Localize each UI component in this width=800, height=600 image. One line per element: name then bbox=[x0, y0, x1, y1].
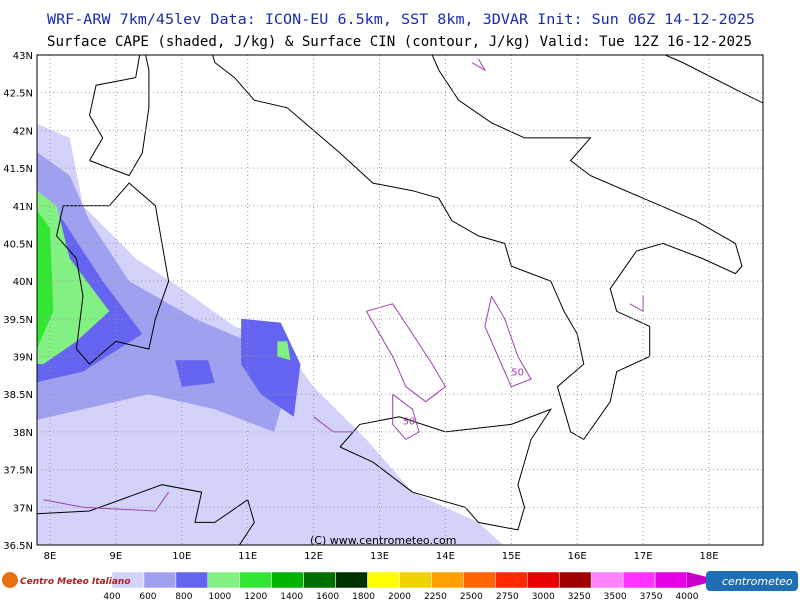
colorbar-label: 3250 bbox=[568, 592, 591, 600]
colorbar-box bbox=[175, 571, 209, 589]
logo-text: Centro Meteo Italiano bbox=[20, 577, 131, 587]
colorbar-label: 2500 bbox=[460, 592, 483, 600]
colorbar-label: 1000 bbox=[208, 592, 231, 600]
cin-contour bbox=[392, 393, 420, 441]
colorbar-label: 2000 bbox=[388, 592, 411, 600]
lon-label: 12E bbox=[304, 551, 323, 562]
lon-label: 15E bbox=[502, 551, 521, 562]
coastline bbox=[212, 55, 743, 441]
lat-label: 39.5N bbox=[3, 315, 33, 326]
coastline bbox=[56, 182, 170, 365]
colorbar-box bbox=[463, 571, 496, 589]
colorbar-label: 3000 bbox=[532, 592, 555, 600]
lat-label: 41N bbox=[13, 202, 33, 213]
logo-icon bbox=[2, 572, 18, 588]
colorbar-box bbox=[558, 571, 592, 589]
logo-box bbox=[706, 571, 798, 591]
lat-label: 39N bbox=[13, 353, 33, 364]
colorbar-label: 1800 bbox=[352, 592, 375, 600]
colorbar-label: 1400 bbox=[280, 592, 303, 600]
colorbar-box bbox=[207, 571, 241, 589]
lon-label: 8E bbox=[44, 551, 57, 562]
cape-area bbox=[37, 190, 110, 365]
logo-text: centrometeo bbox=[722, 575, 793, 588]
lat-label: 41.5N bbox=[3, 164, 33, 175]
lat-label: 43N bbox=[13, 51, 33, 62]
lon-label: 17E bbox=[634, 551, 653, 562]
colorbar-box bbox=[271, 571, 304, 589]
colorbar-box bbox=[367, 571, 400, 589]
watermark: (C) www.centrometeo.com bbox=[310, 534, 456, 547]
logo-right: centrometeo bbox=[706, 571, 798, 591]
colorbar-box bbox=[303, 571, 336, 589]
colorbar-arrow bbox=[687, 572, 719, 588]
colorbar: 400 600 800 1000 1200 1400 1600 1800 2000 2250 250… bbox=[103, 571, 719, 600]
coastline bbox=[37, 484, 255, 545]
lat-label: 37.5N bbox=[3, 466, 33, 477]
colorbar-label: 400 bbox=[103, 592, 120, 600]
lat-label: 42N bbox=[13, 126, 33, 137]
lat-label: 37N bbox=[13, 503, 33, 514]
colorbar-label: 800 bbox=[175, 592, 192, 600]
map: 43N 42.5N 42N 41.5N 41N 40.5N 40N 39.5N 39N 38.5N… bbox=[3, 51, 763, 562]
colorbar-box bbox=[335, 571, 368, 589]
colorbar-box bbox=[431, 571, 464, 589]
colorbar-box bbox=[495, 571, 528, 589]
lat-label: 38N bbox=[13, 428, 33, 439]
lat-label: 40.5N bbox=[3, 239, 33, 250]
map-frame bbox=[36, 54, 764, 546]
lat-label: 38.5N bbox=[3, 390, 33, 401]
lon-label: 13E bbox=[370, 551, 389, 562]
lat-label: 40N bbox=[13, 277, 33, 288]
colorbar-box bbox=[590, 571, 624, 589]
colorbar-box bbox=[654, 571, 688, 589]
header-line2: Surface CAPE (shaded, J/kg) & Surface CI… bbox=[47, 34, 752, 50]
colorbar-box bbox=[622, 571, 656, 589]
colorbar-box bbox=[399, 571, 432, 589]
cape-area bbox=[37, 210, 54, 349]
cin-contour bbox=[484, 295, 532, 388]
map-layer bbox=[37, 55, 763, 545]
colorbar-box bbox=[143, 571, 177, 589]
coastline bbox=[663, 55, 763, 104]
colorbar-label: 2750 bbox=[496, 592, 519, 600]
lon-label: 9E bbox=[110, 551, 123, 562]
colorbar-box bbox=[239, 571, 272, 589]
cape-area bbox=[277, 341, 291, 361]
header-line1: WRF-ARW 7km/45lev Data: ICON-EU 6.5km, S… bbox=[47, 12, 755, 28]
contour-label: 50 bbox=[403, 416, 416, 427]
cin-contour bbox=[471, 58, 487, 72]
colorbar-box bbox=[527, 571, 560, 589]
colorbar-label: 3500 bbox=[604, 592, 627, 600]
logo-left: Centro Meteo Italiano bbox=[2, 572, 131, 588]
colorbar-label: 1600 bbox=[316, 592, 339, 600]
cape-area bbox=[37, 152, 288, 432]
lat-label: 42.5N bbox=[3, 89, 33, 100]
lat-label: 36.5N bbox=[3, 541, 33, 552]
lon-label: 10E bbox=[172, 551, 191, 562]
lon-label: 16E bbox=[568, 551, 587, 562]
contour-label: 50 bbox=[511, 367, 524, 378]
colorbar-label: 1200 bbox=[244, 592, 267, 600]
cape-area bbox=[175, 360, 215, 387]
colorbar-label: 3750 bbox=[640, 592, 663, 600]
cin-contour bbox=[43, 491, 170, 512]
coastline bbox=[339, 408, 553, 531]
colorbar-label: 600 bbox=[139, 592, 156, 600]
lon-label: 18E bbox=[699, 551, 718, 562]
lon-label: 14E bbox=[436, 551, 455, 562]
cin-contour bbox=[365, 303, 447, 403]
coastline bbox=[88, 55, 150, 177]
cape-area bbox=[37, 123, 504, 545]
lon-label: 11E bbox=[238, 551, 257, 562]
colorbar-label: 4000 bbox=[676, 592, 699, 600]
colorbar-label: 2250 bbox=[424, 592, 447, 600]
